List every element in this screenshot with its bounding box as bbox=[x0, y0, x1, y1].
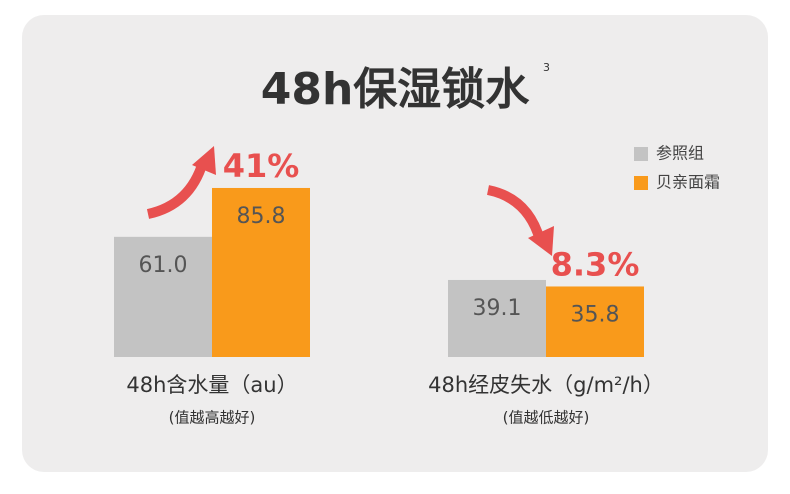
value-label: 61.0 bbox=[139, 253, 188, 278]
arrow-head bbox=[192, 146, 216, 175]
x-axis-label: 48h经皮失水（g/m²/h） bbox=[428, 373, 664, 397]
bar bbox=[546, 286, 644, 357]
legend-swatch bbox=[634, 147, 648, 161]
legend-swatch bbox=[634, 176, 648, 190]
value-label: 39.1 bbox=[473, 296, 522, 321]
value-label: 35.8 bbox=[571, 302, 620, 327]
x-axis-label: 48h含水量（au） bbox=[126, 373, 297, 397]
arrow-up bbox=[146, 160, 208, 219]
arrow-down bbox=[486, 185, 545, 242]
title: 48h保湿锁水 bbox=[261, 64, 531, 115]
bar bbox=[448, 279, 546, 357]
x-axis-note: (值越高越好) bbox=[169, 409, 256, 427]
value-label: 85.8 bbox=[237, 204, 286, 229]
panel bbox=[22, 15, 768, 472]
x-axis-note: (值越低越好) bbox=[503, 409, 590, 427]
bar bbox=[212, 187, 310, 357]
arrow-head bbox=[528, 226, 554, 256]
annotation: 41% bbox=[223, 147, 300, 185]
legend-label: 参照组 bbox=[656, 144, 704, 163]
annotation: 8.3% bbox=[551, 245, 640, 283]
footnote: 3 bbox=[543, 61, 550, 74]
legend-label: 贝亲面霜 bbox=[656, 173, 720, 192]
bar bbox=[114, 236, 212, 357]
